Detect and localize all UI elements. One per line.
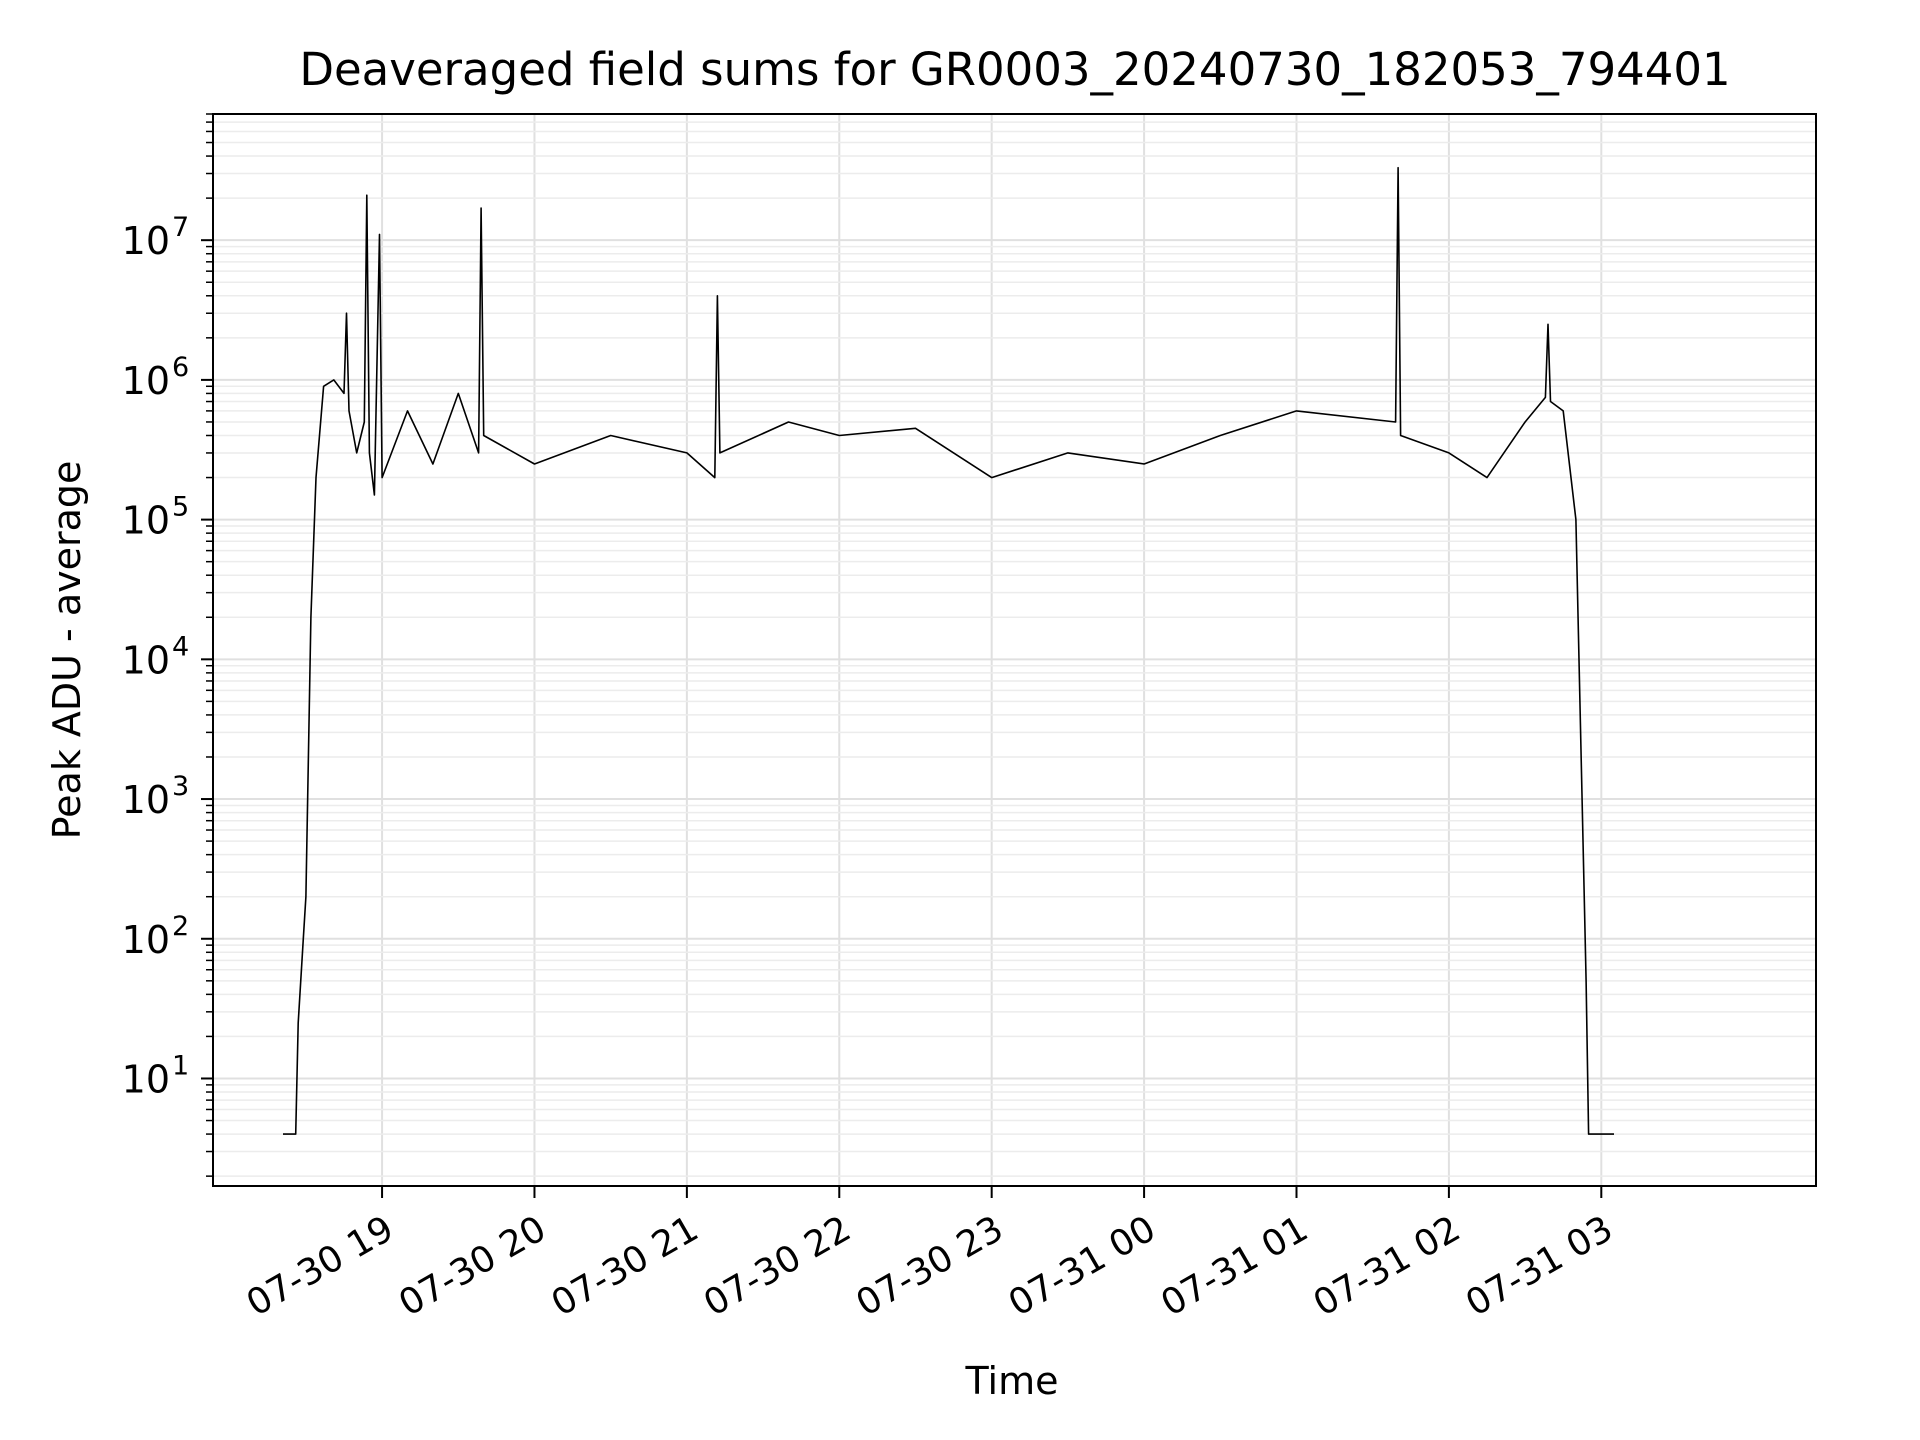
y-tick-label-base: 10 bbox=[122, 359, 170, 403]
series-layer bbox=[283, 166, 1614, 1135]
y-tick-label-base: 10 bbox=[122, 918, 170, 962]
y-tick-label-base: 10 bbox=[122, 1057, 170, 1101]
y-axis-label: Peak ADU - average bbox=[45, 461, 89, 840]
plot-frame bbox=[212, 113, 1817, 1187]
y-tick-label-base: 10 bbox=[122, 638, 170, 682]
y-tick-label-exponent: 2 bbox=[172, 911, 189, 942]
y-tick-label-base: 10 bbox=[122, 778, 170, 822]
y-tick-label-exponent: 4 bbox=[172, 631, 189, 662]
y-tick-label-base: 10 bbox=[122, 499, 170, 543]
y-tick-label-base: 10 bbox=[122, 219, 170, 263]
y-tick-label-exponent: 7 bbox=[172, 212, 189, 243]
chart-title: Deaveraged field sums for GR0003_2024073… bbox=[299, 43, 1730, 96]
y-tick-label-exponent: 3 bbox=[172, 771, 189, 802]
y-tick-label-exponent: 6 bbox=[172, 352, 189, 383]
x-axis-label: Time bbox=[965, 1359, 1059, 1403]
series-line bbox=[283, 166, 1614, 1135]
y-tick-label-exponent: 5 bbox=[172, 492, 189, 523]
grid bbox=[213, 113, 1816, 1186]
y-tick-label-exponent: 1 bbox=[172, 1050, 189, 1081]
